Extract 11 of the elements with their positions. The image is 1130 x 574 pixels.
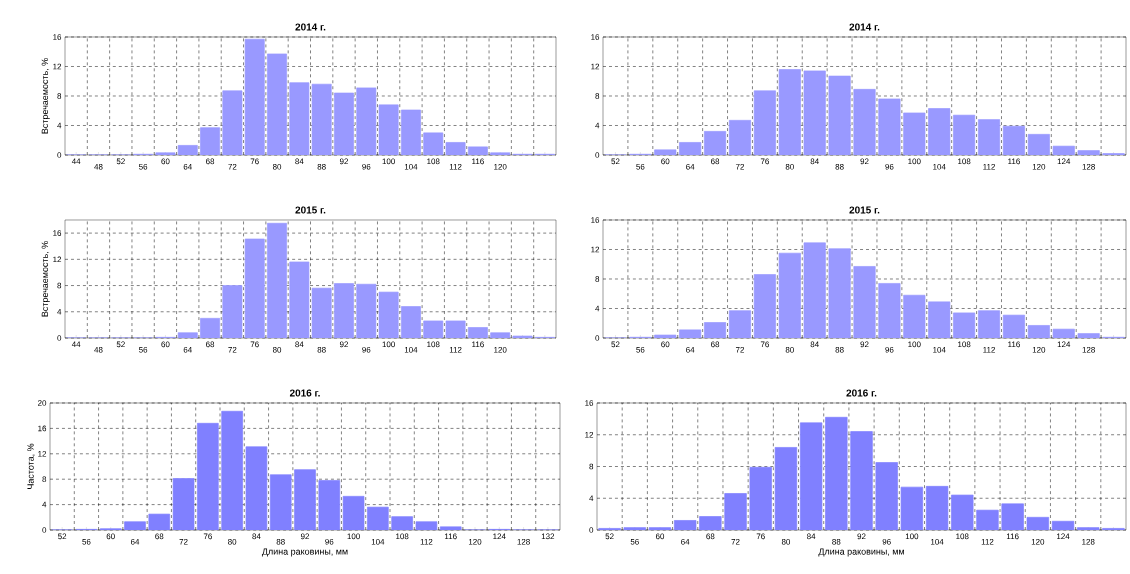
- chart-title: 2016 г.: [289, 389, 320, 397]
- chart-title: 2015 г.: [849, 206, 880, 214]
- chart-title: 2016 г.: [846, 389, 877, 397]
- chart-title: 2014 г.: [849, 23, 880, 31]
- x-axis-title: Длина раковины, мм: [261, 548, 348, 557]
- chart-title: 2015 г.: [295, 206, 326, 214]
- y-axis-title: Встречаемость, %: [41, 241, 50, 317]
- x-axis-title: Длина раковины, мм: [818, 548, 904, 557]
- y-axis-title: Частота, %: [27, 443, 35, 489]
- y-axis-title: Встречаемость, %: [41, 58, 50, 134]
- chart-title: 2014 г.: [295, 23, 326, 31]
